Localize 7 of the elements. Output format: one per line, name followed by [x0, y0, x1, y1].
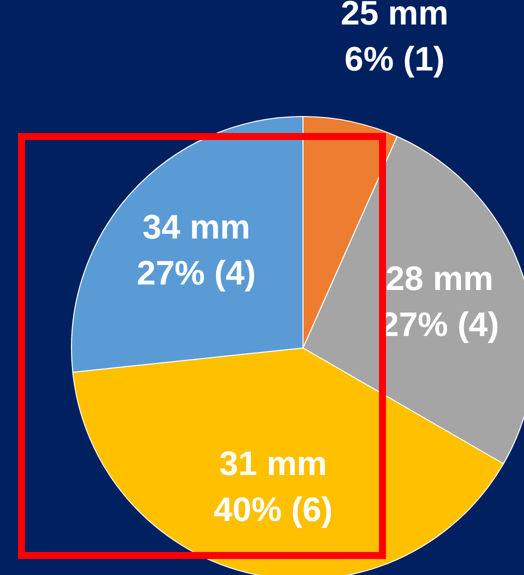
slice-label: 34 mm — [142, 208, 250, 246]
slice-label: 31 mm — [219, 444, 328, 483]
data-label: 27% (4) — [136, 254, 256, 292]
data-label: 6% (1) — [344, 40, 445, 79]
data-label: 40% (6) — [214, 490, 333, 529]
slice-label: 25 mm — [340, 0, 448, 33]
slice-label: 28 mm — [386, 260, 494, 298]
